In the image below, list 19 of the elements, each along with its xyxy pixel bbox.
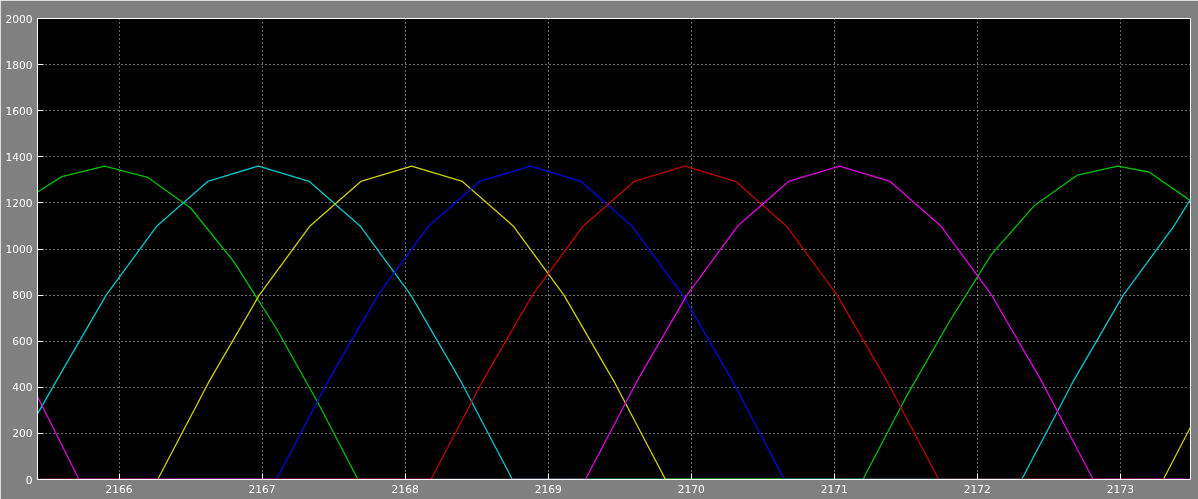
y-tick-label: 200 <box>12 427 33 441</box>
x-tick-label: 2168 <box>391 482 419 496</box>
x-tick-label: 2166 <box>105 482 133 496</box>
x-tick-label: 2173 <box>1106 482 1134 496</box>
x-tick-label: 2172 <box>963 482 991 496</box>
y-tick-label: 1800 <box>5 58 33 72</box>
y-tick-label: 1400 <box>5 150 33 164</box>
y-tick-label: 1600 <box>5 104 33 118</box>
x-tick-label: 2170 <box>677 482 706 496</box>
x-tick-label: 2169 <box>534 482 562 496</box>
y-tick-label: 1000 <box>5 243 33 256</box>
y-tick-label: 800 <box>12 289 33 303</box>
y-tick-label: 2000 <box>5 12 33 26</box>
x-tick-label: 2167 <box>248 482 276 496</box>
y-tick-label: 400 <box>12 381 33 395</box>
y-tick-label: 0 <box>25 473 33 487</box>
y-tick-label: 600 <box>12 335 33 349</box>
x-tick-label: 2171 <box>820 482 848 496</box>
y-tick-label: 1200 <box>5 196 33 210</box>
